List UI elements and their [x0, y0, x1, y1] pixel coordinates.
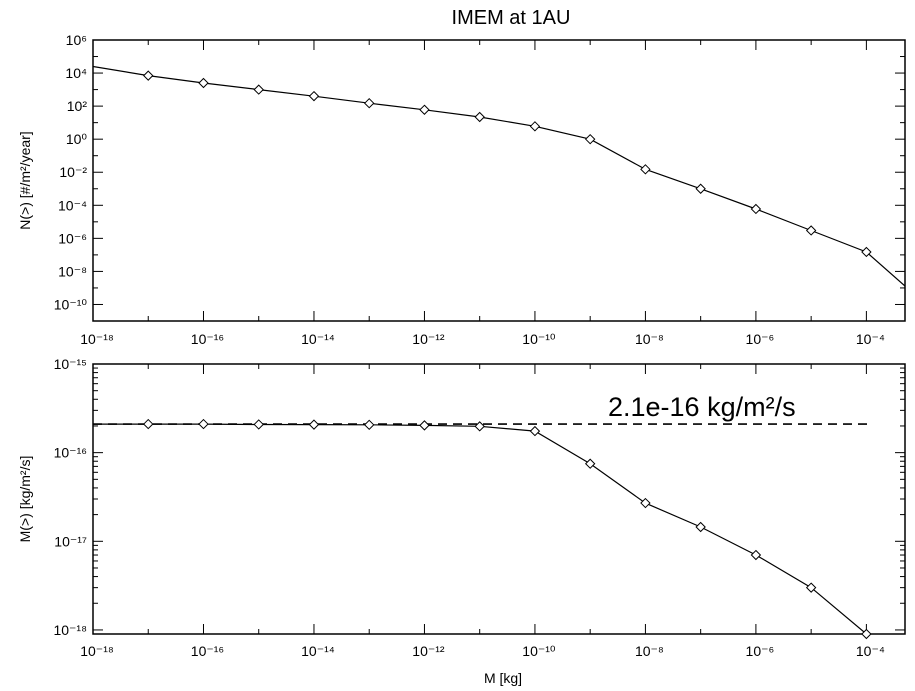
bottom-panel: 10⁻¹⁸ 10⁻¹⁶ 10⁻¹⁴ 10⁻¹² 10⁻¹⁰ 10⁻⁸ 10⁻⁶ 10⁻⁴ 10⁻… — [17, 356, 906, 686]
bottom-x-tick-label: 10⁻⁸ — [635, 643, 664, 659]
bottom-x-tick-label: 10⁻⁶ — [746, 643, 775, 659]
top-data-point — [584, 133, 596, 145]
top-y-tick-label: 10⁻⁶ — [58, 230, 87, 246]
top-y-tick-label: 10⁻⁴ — [58, 197, 87, 213]
bottom-data-point — [474, 421, 485, 432]
top-data-point — [474, 111, 485, 123]
bottom-x-tick-label: 10⁻¹⁴ — [301, 643, 335, 659]
top-series-line — [93, 65, 905, 287]
bottom-data-point — [695, 521, 706, 533]
bottom-y-tick-label: 10⁻¹⁶ — [54, 445, 87, 461]
bottom-data-point — [861, 628, 872, 640]
top-x-tick-label: 10⁻⁸ — [635, 331, 664, 347]
bottom-series-line — [93, 423, 867, 634]
top-data-point — [253, 84, 264, 95]
top-y-tick-label: 10⁰ — [66, 131, 88, 147]
bottom-data-point — [143, 418, 154, 430]
bottom-data-point — [419, 420, 430, 431]
top-data-point — [750, 203, 762, 215]
bottom-x-tick-label: 10⁻¹⁰ — [522, 643, 556, 659]
top-data-point — [861, 246, 872, 258]
top-panel: 10⁻¹⁸ 10⁻¹⁶ 10⁻¹⁴ 10⁻¹² 10⁻¹⁰ 10⁻⁸ 10⁻⁶ 10⁻⁴ 10⁻… — [17, 32, 906, 347]
chart-title: IMEM at 1AU — [452, 7, 571, 29]
top-data-point — [143, 70, 154, 81]
top-data-point — [308, 90, 320, 102]
bottom-data-point — [364, 419, 375, 431]
top-y-tick-label: 10⁻⁸ — [58, 263, 87, 279]
bottom-x-tick-label: 10⁻¹⁸ — [80, 643, 114, 659]
top-y-axis-label: N(>) [#/m²/year] — [17, 131, 33, 229]
top-x-tick-label: 10⁻¹⁰ — [522, 331, 556, 347]
top-x-tick-label: 10⁻¹⁶ — [191, 331, 224, 347]
top-y-tick-label: 10² — [67, 98, 88, 114]
top-data-point — [805, 225, 817, 236]
bottom-x-tick-label: 10⁻¹² — [412, 643, 445, 659]
top-x-tick-label: 10⁻¹⁸ — [80, 331, 114, 347]
bottom-y-tick-label: 10⁻¹⁸ — [53, 622, 87, 638]
bottom-data-point — [308, 419, 320, 430]
top-data-point — [419, 104, 430, 115]
top-data-point — [695, 183, 706, 194]
bottom-data-point — [640, 497, 651, 509]
bottom-y-axis-label: M(>) [kg/m²/s] — [17, 456, 33, 543]
bottom-data-point — [805, 582, 817, 593]
bottom-x-axis-label: M [kg] — [484, 670, 522, 686]
top-y-tick-label: 10⁶ — [66, 32, 87, 48]
bottom-x-tick-label: 10⁻⁴ — [856, 643, 885, 659]
top-x-tick-label: 10⁻¹⁴ — [301, 331, 335, 347]
top-data-point — [364, 97, 375, 109]
bottom-data-point — [584, 458, 596, 469]
bottom-reference-annotation: 2.1e-16 kg/m²/s — [608, 392, 796, 422]
top-y-tick-label: 10⁻¹⁰ — [54, 296, 88, 312]
bottom-data-point — [529, 425, 541, 437]
top-x-tick-label: 10⁻¹² — [412, 331, 445, 347]
bottom-y-tick-label: 10⁻¹⁷ — [54, 533, 87, 549]
top-plot-frame — [92, 39, 906, 322]
bottom-data-point — [198, 418, 209, 430]
top-data-point — [529, 121, 541, 132]
top-data-point — [640, 164, 651, 175]
top-y-tick-label: 10⁻² — [59, 164, 87, 180]
bottom-data-point — [750, 549, 762, 561]
top-y-tick-label: 10⁴ — [65, 65, 87, 81]
bottom-data-point — [253, 419, 264, 430]
top-x-tick-label: 10⁻⁴ — [856, 331, 885, 347]
bottom-y-tick-label: 10⁻¹⁵ — [54, 356, 87, 372]
top-data-point — [198, 77, 209, 89]
bottom-x-tick-label: 10⁻¹⁶ — [191, 643, 224, 659]
top-x-tick-label: 10⁻⁶ — [746, 331, 775, 347]
